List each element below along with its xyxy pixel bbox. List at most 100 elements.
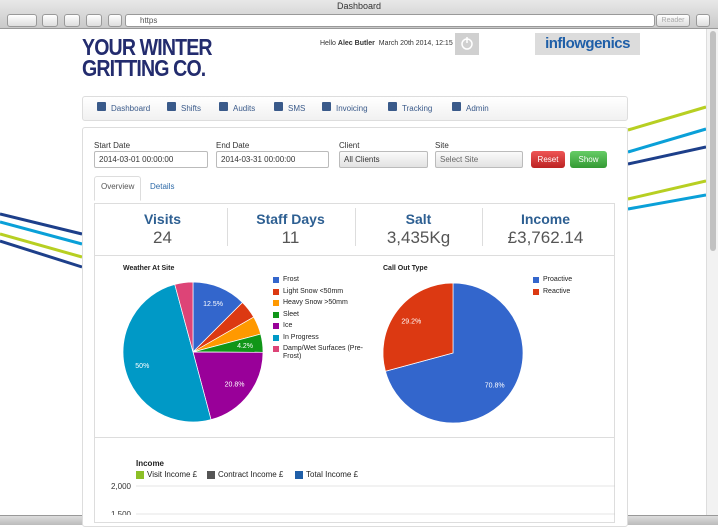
nav-icon[interactable] <box>452 102 461 111</box>
nav-icon[interactable] <box>167 102 176 111</box>
pie-slice <box>384 282 524 424</box>
nav-item[interactable]: Tracking <box>402 104 433 113</box>
add-button[interactable] <box>108 14 122 27</box>
logo-line2: GRITTING CO. <box>82 55 206 81</box>
stat-divider <box>227 208 228 246</box>
legend-label: Ice <box>283 322 293 329</box>
legend-swatch <box>273 323 279 329</box>
legend-swatch <box>533 288 539 295</box>
nav-item[interactable]: Shifts <box>181 104 202 113</box>
tab-active[interactable] <box>94 176 141 201</box>
legend-label: Visit Income £ <box>147 470 198 479</box>
nav-item[interactable]: Admin <box>466 104 489 113</box>
cloud-button[interactable] <box>42 14 58 27</box>
browser-chrome: Dashboard https Reader <box>0 0 718 29</box>
legend-label: Total Income £ <box>306 470 359 479</box>
stat-divider <box>355 208 356 246</box>
nav-icon[interactable] <box>388 102 397 111</box>
stat-value: £3,762.14 <box>507 228 584 247</box>
nav-item[interactable]: Invoicing <box>336 104 368 113</box>
scroll-thumb[interactable] <box>710 31 716 251</box>
chart-title: Income <box>136 459 165 468</box>
end-date-label: End Date <box>216 141 250 150</box>
legend-swatch <box>273 300 279 306</box>
slice-label: 20.8% <box>225 382 245 389</box>
logout-button[interactable] <box>455 33 479 55</box>
legend-label: Damp/Wet Surfaces (Pre-Frost) <box>283 345 364 360</box>
legend-swatch <box>136 471 144 479</box>
overview-panel <box>94 203 615 523</box>
tab-details[interactable]: Details <box>150 182 175 191</box>
legend-label: Contract Income £ <box>218 470 284 479</box>
divider <box>94 437 615 438</box>
start-date-label: Start Date <box>94 141 131 150</box>
pie-slice <box>192 351 264 421</box>
nav-item[interactable]: Audits <box>233 104 256 113</box>
nav-icon[interactable] <box>219 102 228 111</box>
legend-swatch <box>273 311 279 318</box>
legend-label: Proactive <box>543 276 573 283</box>
datetime: March 20th 2014, 12:15 <box>378 40 453 47</box>
legend-swatch <box>273 288 279 295</box>
show-button[interactable]: Show <box>570 151 607 168</box>
power-icon <box>461 37 473 50</box>
nav-item[interactable]: Dashboard <box>111 104 151 113</box>
pie-slice <box>174 281 194 353</box>
site-select[interactable]: Select Site <box>435 151 523 168</box>
end-date-input[interactable]: 2014-03-31 00:00:00 <box>216 151 329 168</box>
charts: Weather At Site 12.5% 4.2% 20.8% 50% Call Out… <box>111 265 615 515</box>
legend-swatch <box>273 277 279 283</box>
legend-label: Light Snow <50mm <box>283 287 344 295</box>
legend-swatch <box>533 277 539 283</box>
y-tick-label: 1,500 <box>111 510 132 515</box>
logo-line1: YOUR WINTER <box>82 34 213 60</box>
tools-button[interactable] <box>86 14 102 27</box>
reset-button[interactable]: Reset <box>531 151 565 168</box>
chart-title: Call Out Type <box>383 265 428 272</box>
share-button[interactable] <box>64 14 80 27</box>
slice-label: 12.5% <box>203 301 223 308</box>
slice-label: 70.8% <box>485 382 505 389</box>
start-date-input[interactable]: 2014-03-01 00:00:00 <box>94 151 208 168</box>
client-select[interactable]: All Clients <box>339 151 428 168</box>
stat-label: Visits <box>143 211 182 227</box>
window-title: Dashboard <box>336 1 382 11</box>
scrollbar[interactable] <box>706 29 718 515</box>
legend-label: Frost <box>283 276 299 283</box>
user-bar: Hello Alec Butler March 20th 2014, 12:15 <box>320 40 453 47</box>
pie-slice <box>382 282 454 372</box>
legend-swatch <box>273 346 279 352</box>
download-button[interactable] <box>696 14 710 27</box>
stat-label: Income <box>520 211 570 227</box>
site-label: Site <box>435 141 449 150</box>
user-name: Alec Butler <box>337 40 375 47</box>
pie-slice <box>122 283 212 423</box>
stat-label: Staff Days <box>256 211 325 227</box>
slice-label: 4.2% <box>237 343 253 350</box>
client-label: Client <box>339 141 360 150</box>
slice-label: 50% <box>135 363 149 370</box>
url-text: https <box>140 16 158 25</box>
nav-item[interactable]: SMS <box>288 104 306 113</box>
reader-button[interactable]: Reader <box>656 14 690 27</box>
brand-panel: inflowgenics <box>535 33 640 55</box>
back-forward[interactable] <box>7 14 37 27</box>
tab-overview[interactable]: Overview <box>101 182 135 191</box>
stat-label: Salt <box>405 211 432 227</box>
legend-swatch <box>273 334 279 341</box>
nav-icon[interactable] <box>274 102 283 111</box>
legend-label: Heavy Snow >50mm <box>283 299 348 306</box>
chart-title: Weather At Site <box>123 265 174 272</box>
stat-value: 24 <box>153 228 172 247</box>
legend-label: In Progress <box>283 333 319 341</box>
brand: inflowgenics <box>545 35 630 52</box>
greeting: Hello <box>320 40 336 47</box>
y-tick-label: 2,000 <box>111 482 132 491</box>
nav-icon[interactable] <box>97 102 106 111</box>
divider <box>94 255 615 256</box>
nav-icon[interactable] <box>322 102 331 111</box>
background-lines <box>0 105 706 269</box>
url-bar[interactable]: https <box>125 14 655 27</box>
legend-swatch <box>295 471 303 479</box>
